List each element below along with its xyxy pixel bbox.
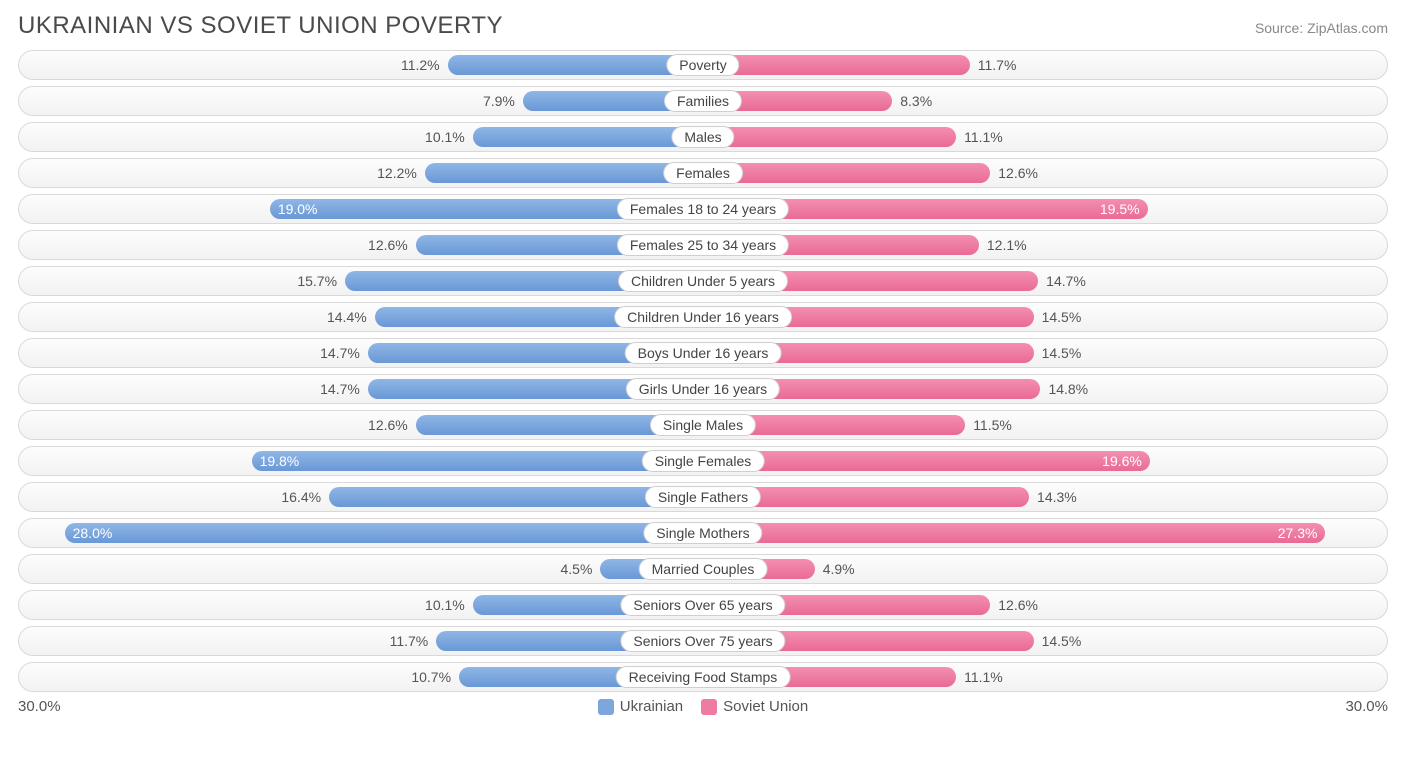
chart-row: 16.4% 14.3% Single Fathers (18, 482, 1388, 512)
axis-max-right: 30.0% (1345, 698, 1388, 715)
chart-row: 11.2% 11.7% Poverty (18, 50, 1388, 80)
category-label: Females (663, 162, 743, 184)
chart-source: Source: ZipAtlas.com (1255, 20, 1388, 36)
value-ukrainian: 15.7% (297, 273, 337, 289)
legend-label-soviet: Soviet Union (723, 698, 808, 715)
value-soviet: 19.6% (1102, 453, 1142, 469)
value-ukrainian: 19.0% (278, 201, 318, 217)
chart-row: 14.7% 14.8% Girls Under 16 years (18, 374, 1388, 404)
category-label: Poverty (666, 54, 739, 76)
value-ukrainian: 7.9% (483, 93, 515, 109)
chart-row: 14.7% 14.5% Boys Under 16 years (18, 338, 1388, 368)
diverging-bar-chart: 11.2% 11.7% Poverty 7.9% 8.3% Families 10.1% 11… (18, 50, 1388, 692)
chart-row: 4.5% 4.9% Married Couples (18, 554, 1388, 584)
chart-row: 10.1% 12.6% Seniors Over 65 years (18, 590, 1388, 620)
chart-row: 7.9% 8.3% Families (18, 86, 1388, 116)
category-label: Married Couples (639, 558, 768, 580)
legend-item-ukrainian: Ukrainian (598, 698, 683, 715)
value-soviet: 11.1% (964, 129, 1003, 145)
chart-row: 12.2% 12.6% Females (18, 158, 1388, 188)
bar-ukrainian (448, 55, 703, 75)
value-soviet: 14.7% (1046, 273, 1086, 289)
chart-row: 19.0% 19.5% Females 18 to 24 years (18, 194, 1388, 224)
value-ukrainian: 10.1% (425, 597, 465, 613)
bar-soviet (703, 127, 956, 147)
value-soviet: 11.1% (964, 669, 1003, 685)
value-ukrainian: 12.2% (377, 165, 417, 181)
chart-footer: 30.0% Ukrainian Soviet Union 30.0% (18, 698, 1388, 715)
legend: Ukrainian Soviet Union (598, 698, 808, 715)
chart-row: 10.7% 11.1% Receiving Food Stamps (18, 662, 1388, 692)
value-soviet: 11.5% (973, 417, 1012, 433)
legend-label-ukrainian: Ukrainian (620, 698, 683, 715)
value-ukrainian: 4.5% (560, 561, 592, 577)
chart-row: 12.6% 11.5% Single Males (18, 410, 1388, 440)
value-ukrainian: 10.7% (411, 669, 451, 685)
category-label: Single Mothers (643, 522, 762, 544)
value-soviet: 14.3% (1037, 489, 1077, 505)
bar-ukrainian (252, 451, 703, 471)
category-label: Families (664, 90, 742, 112)
value-ukrainian: 11.7% (390, 633, 429, 649)
category-label: Single Fathers (645, 486, 761, 508)
chart-row: 19.8% 19.6% Single Females (18, 446, 1388, 476)
value-ukrainian: 14.7% (320, 381, 360, 397)
axis-max-left: 30.0% (18, 698, 61, 715)
value-soviet: 12.6% (998, 165, 1038, 181)
chart-title: UKRAINIAN VS SOVIET UNION POVERTY (18, 12, 503, 40)
value-soviet: 19.5% (1100, 201, 1140, 217)
chart-row: 28.0% 27.3% Single Mothers (18, 518, 1388, 548)
legend-swatch-soviet (701, 699, 717, 715)
category-label: Receiving Food Stamps (616, 666, 791, 688)
category-label: Boys Under 16 years (625, 342, 782, 364)
legend-item-soviet: Soviet Union (701, 698, 808, 715)
chart-row: 12.6% 12.1% Females 25 to 34 years (18, 230, 1388, 260)
category-label: Seniors Over 65 years (620, 594, 785, 616)
value-soviet: 4.9% (823, 561, 855, 577)
value-ukrainian: 12.6% (368, 417, 408, 433)
value-soviet: 14.5% (1042, 309, 1082, 325)
category-label: Females 18 to 24 years (617, 198, 789, 220)
category-label: Children Under 16 years (614, 306, 792, 328)
category-label: Girls Under 16 years (626, 378, 780, 400)
legend-swatch-ukrainian (598, 699, 614, 715)
category-label: Seniors Over 75 years (620, 630, 785, 652)
value-soviet: 14.5% (1042, 633, 1082, 649)
value-soviet: 14.8% (1048, 381, 1088, 397)
chart-row: 11.7% 14.5% Seniors Over 75 years (18, 626, 1388, 656)
value-ukrainian: 28.0% (73, 525, 113, 541)
bar-soviet (703, 55, 970, 75)
category-label: Females 25 to 34 years (617, 234, 789, 256)
value-ukrainian: 14.7% (320, 345, 360, 361)
value-ukrainian: 19.8% (260, 453, 300, 469)
bar-soviet (703, 523, 1325, 543)
value-soviet: 8.3% (900, 93, 932, 109)
bar-soviet (703, 163, 990, 183)
bar-ukrainian (473, 127, 703, 147)
chart-header: UKRAINIAN VS SOVIET UNION POVERTY Source… (18, 12, 1388, 40)
value-soviet: 27.3% (1278, 525, 1318, 541)
chart-row: 15.7% 14.7% Children Under 5 years (18, 266, 1388, 296)
chart-row: 10.1% 11.1% Males (18, 122, 1388, 152)
value-ukrainian: 11.2% (401, 57, 440, 73)
value-soviet: 12.6% (998, 597, 1038, 613)
value-ukrainian: 12.6% (368, 237, 408, 253)
value-ukrainian: 16.4% (281, 489, 321, 505)
value-soviet: 12.1% (987, 237, 1027, 253)
value-soviet: 11.7% (978, 57, 1017, 73)
bar-soviet (703, 451, 1150, 471)
category-label: Males (671, 126, 734, 148)
chart-row: 14.4% 14.5% Children Under 16 years (18, 302, 1388, 332)
value-ukrainian: 14.4% (327, 309, 367, 325)
category-label: Children Under 5 years (618, 270, 788, 292)
category-label: Single Males (650, 414, 756, 436)
category-label: Single Females (642, 450, 765, 472)
value-soviet: 14.5% (1042, 345, 1082, 361)
bar-ukrainian (65, 523, 703, 543)
value-ukrainian: 10.1% (425, 129, 465, 145)
bar-ukrainian (425, 163, 703, 183)
